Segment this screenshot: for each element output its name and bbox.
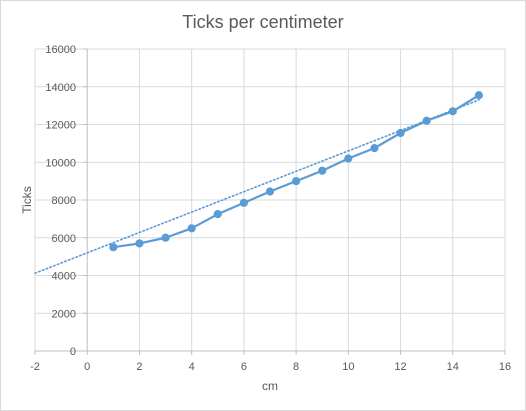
data-point [319,167,326,174]
x-tick-label: 12 [394,361,406,373]
x-tick-label: 14 [447,361,459,373]
x-axis-title: cm [262,379,278,393]
data-point [240,199,247,206]
data-point [266,188,273,195]
x-tick-label: 4 [189,361,195,373]
y-tick-label: 14000 [45,82,76,94]
tick-labels: 0 2000 4000 6000 8000 10000 12000 14000 16000 -2 0… [30,44,511,373]
y-tick-label: 12000 [45,120,76,132]
data-point [110,244,117,251]
y-tick-label: 0 [70,346,76,358]
linear-trendline [35,100,479,273]
axes [35,49,505,355]
data-point [345,155,352,162]
y-axis-title: Ticks [20,186,34,214]
x-tick-label: 16 [499,361,511,373]
data-point [188,225,195,232]
x-tick-label: 2 [136,361,142,373]
x-tick-label: 8 [293,361,299,373]
chart-title: Ticks per centimeter [182,12,343,32]
y-tick-label: 8000 [52,195,76,207]
data-point [449,108,456,115]
data-point [162,234,169,241]
data-point [371,144,378,151]
x-tick-label: 6 [241,361,247,373]
data-point [423,117,430,124]
y-tick-label: 10000 [45,157,76,169]
y-tick-label: 2000 [52,308,76,320]
x-tick-label: 0 [84,361,90,373]
data-point [475,92,482,99]
x-tick-label: 10 [342,361,354,373]
data-point [397,129,404,136]
data-point [136,240,143,247]
y-tick-label: 4000 [52,271,76,283]
gridlines [35,49,505,351]
data-point [293,178,300,185]
y-tick-label: 16000 [45,44,76,56]
trendline-layer [35,100,479,273]
data-point [214,211,221,218]
x-tick-label: -2 [30,361,40,373]
y-tick-label: 6000 [52,233,76,245]
